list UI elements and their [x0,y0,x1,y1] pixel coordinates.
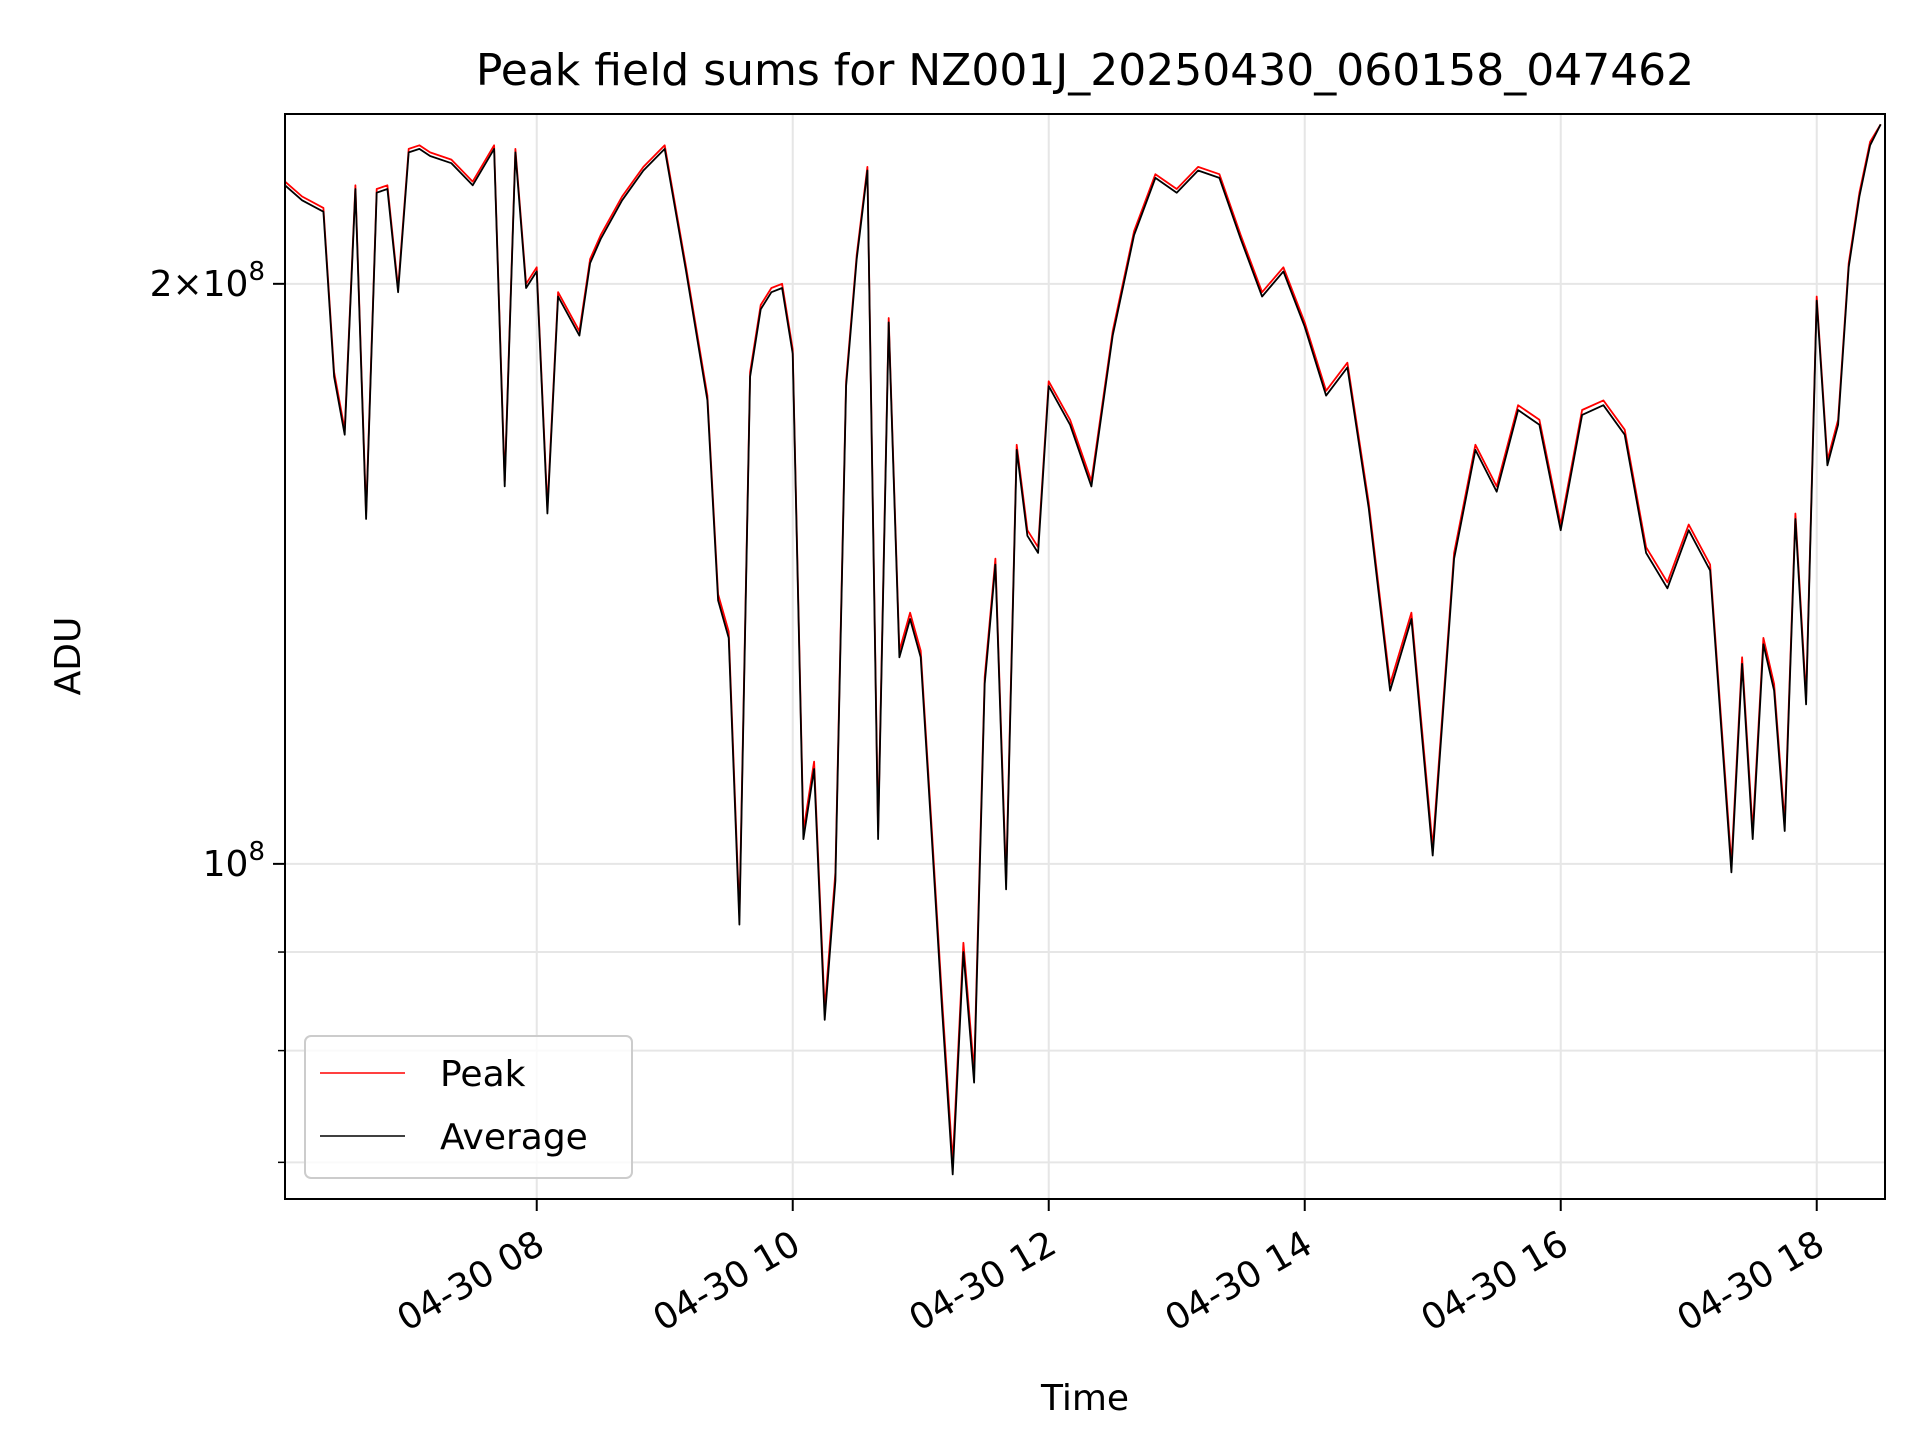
plot-frame [284,113,1886,1200]
x-axis-label: Time [1040,1378,1129,1419]
y-axis: 108 2×108 [150,257,285,1164]
legend-label-peak: Peak [440,1054,526,1095]
legend-label-average: Average [440,1117,588,1158]
chart-title: Peak field sums for NZ001J_20250430_0601… [476,45,1694,96]
series-layer [284,123,1882,1176]
y-axis-label: ADU [48,617,89,696]
y-tick-label: 2×108 [150,257,265,305]
legend: Peak Average [304,1035,633,1179]
legend-box [304,1035,633,1179]
series-line-average [284,123,1882,1176]
y-tick-label: 108 [203,837,265,885]
